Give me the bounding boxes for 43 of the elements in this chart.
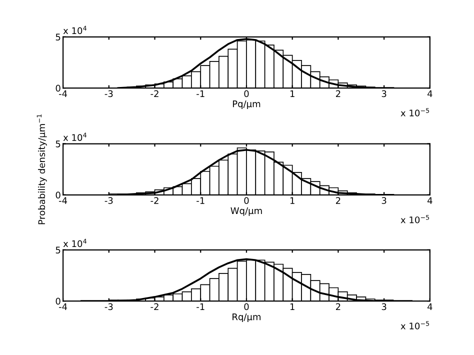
x-tick-label: 2	[336, 197, 340, 204]
text: x 10$^{−5}$	[400, 108, 430, 116]
x-tick-label: 4	[427, 197, 432, 204]
x-tick-label: -4	[58, 90, 68, 97]
y-tick-label: 5	[56, 246, 60, 254]
text: x 10$^{4}$	[63, 26, 86, 34]
x-tick-label: -2	[150, 90, 158, 97]
text: x 10$^{−5}$	[400, 321, 430, 330]
x-tick-label: 0	[244, 303, 249, 310]
x-axis-title: Wq/μm	[230, 207, 262, 216]
text: x 10$^{4}$	[63, 132, 86, 141]
x-tick-label: 1	[290, 197, 294, 204]
x-tick-label: -4	[58, 197, 68, 204]
x-tick-label: 4	[427, 303, 432, 310]
x-tick-label: 0	[244, 197, 249, 204]
x-tick-label: -4	[58, 303, 68, 310]
x-tick-label: 1	[290, 90, 294, 97]
y-tick-label: 0	[56, 192, 60, 198]
y-axis-title: Probability density/μm$^{−1}$	[36, 114, 47, 224]
x-axis-title: Rq/μm	[232, 314, 261, 322]
x-tick-label: -3	[104, 197, 113, 204]
x-tick-label: -1	[196, 90, 204, 97]
x-tick-label: -3	[104, 303, 113, 310]
x-tick-label: -3	[104, 90, 113, 98]
x-tick-label: 3	[382, 90, 386, 98]
x-tick-label: -2	[150, 303, 158, 310]
text: x 10$^{4}$	[63, 238, 86, 248]
x-tick-label: 4	[427, 90, 432, 97]
y-tick-label: 0	[56, 298, 60, 305]
x-tick-label: 3	[382, 197, 386, 204]
y-tick-label: 5	[56, 140, 60, 148]
x-tick-label: 2	[336, 90, 340, 97]
x-tick-label: -1	[196, 197, 204, 204]
x-tick-label: -2	[150, 197, 158, 204]
y-tick-label: 5	[56, 34, 60, 40]
x-axis-title: Pq/μm	[232, 100, 260, 109]
x-tick-label: 1	[290, 303, 294, 310]
x-tick-label: 2	[336, 303, 340, 310]
y-tick-label: 0	[56, 84, 60, 92]
x-tick-label: 3	[382, 303, 386, 310]
x-tick-label: 0	[244, 90, 249, 98]
x-tick-label: -1	[196, 303, 204, 310]
text: x 10$^{−5}$	[400, 215, 430, 224]
